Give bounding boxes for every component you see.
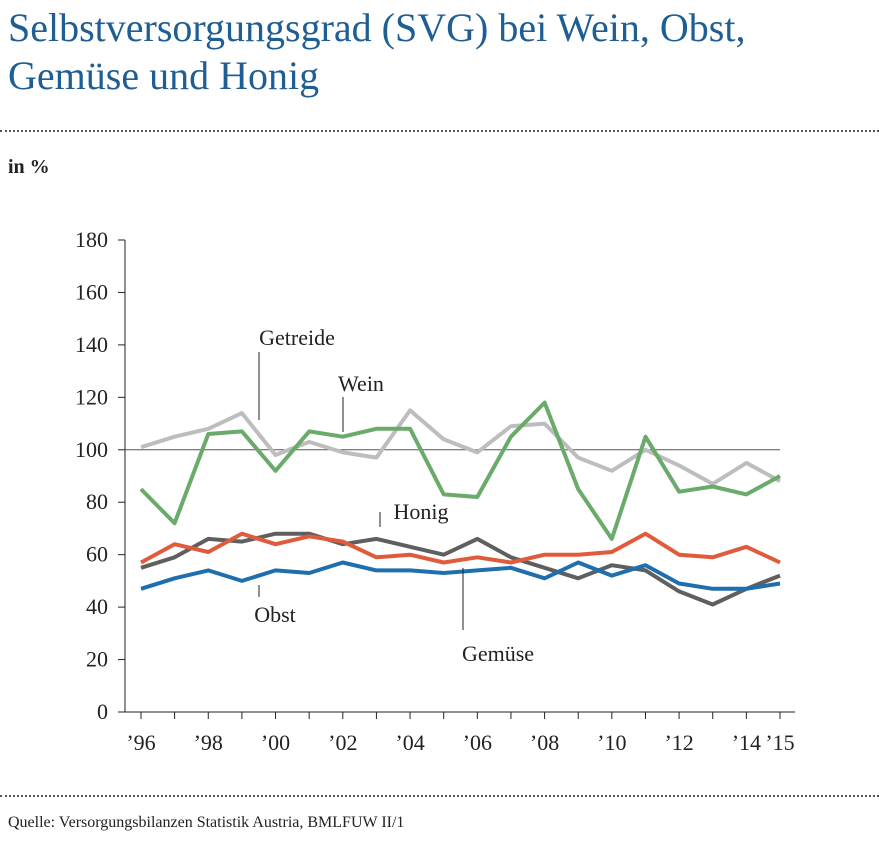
y-tick-label: 120 bbox=[75, 384, 108, 409]
chart-title: Selbstversorgungsgrad (SVG) bei Wein, Ob… bbox=[8, 5, 746, 98]
series-line bbox=[140, 408, 781, 486]
x-tick-label: ’04 bbox=[395, 730, 424, 755]
y-tick-label: 0 bbox=[97, 699, 108, 724]
x-tick-label: ’02 bbox=[328, 730, 357, 755]
x-tick-label: ’08 bbox=[530, 730, 559, 755]
y-tick-label: 160 bbox=[75, 279, 108, 304]
y-tick-label: 20 bbox=[86, 647, 108, 672]
y-tick-label: 140 bbox=[75, 332, 108, 357]
y-tick-label: 80 bbox=[86, 489, 108, 514]
y-tick-label: 100 bbox=[75, 437, 108, 462]
divider bbox=[0, 130, 879, 132]
source: Quelle: Versorgungsbilanzen Statistik Au… bbox=[8, 814, 405, 831]
series-label: Wein bbox=[338, 371, 384, 396]
x-tick-label: ’14 bbox=[732, 730, 761, 755]
series-label: Getreide bbox=[259, 325, 335, 350]
y-tick-label: 40 bbox=[86, 594, 108, 619]
series-label: Honig bbox=[394, 499, 449, 524]
x-tick-label: ’15 bbox=[765, 730, 794, 755]
x-tick-label: ’98 bbox=[194, 730, 223, 755]
y-tick-label: 60 bbox=[86, 542, 108, 567]
series-label: Obst bbox=[254, 602, 296, 627]
series-label: Gemüse bbox=[462, 641, 534, 666]
x-tick-label: ’10 bbox=[597, 730, 626, 755]
x-tick-label: ’12 bbox=[664, 730, 693, 755]
y-tick-label: 180 bbox=[75, 227, 108, 252]
series-line bbox=[140, 531, 781, 565]
x-tick-label: ’96 bbox=[126, 730, 155, 755]
series-line bbox=[139, 400, 781, 541]
x-tick-label: ’00 bbox=[261, 730, 290, 755]
series-line bbox=[140, 560, 781, 591]
x-tick-label: ’06 bbox=[463, 730, 492, 755]
divider bbox=[0, 795, 879, 797]
series-line bbox=[140, 531, 781, 607]
y-axis-label: in % bbox=[8, 156, 50, 178]
